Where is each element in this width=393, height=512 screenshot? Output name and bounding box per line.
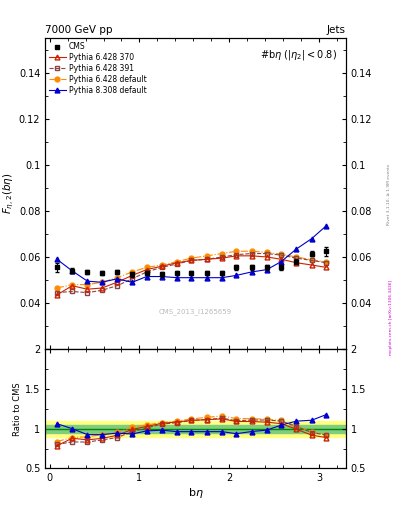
Legend: CMS, Pythia 6.428 370, Pythia 6.428 391, Pythia 6.428 default, Pythia 8.308 defa: CMS, Pythia 6.428 370, Pythia 6.428 391,…	[48, 40, 148, 96]
Bar	[45, 421, 346, 437]
Text: Jets: Jets	[327, 25, 346, 35]
X-axis label: b$\eta$: b$\eta$	[187, 486, 204, 500]
Y-axis label: $F_{\eta,2}(b\eta)$: $F_{\eta,2}(b\eta)$	[2, 173, 16, 215]
Text: Rivet 3.1.10, ≥ 1.9M events: Rivet 3.1.10, ≥ 1.9M events	[387, 164, 391, 225]
Y-axis label: Ratio to CMS: Ratio to CMS	[13, 382, 22, 436]
Text: 7000 GeV pp: 7000 GeV pp	[45, 25, 113, 35]
Text: CMS_2013_I1265659: CMS_2013_I1265659	[159, 308, 232, 315]
Text: #b$\eta$ $(|\eta_2|<0.8)$: #b$\eta$ $(|\eta_2|<0.8)$	[260, 48, 337, 62]
Bar	[45, 424, 346, 433]
Text: mcplots.cern.ch [arXiv:1306.3436]: mcplots.cern.ch [arXiv:1306.3436]	[389, 280, 393, 355]
